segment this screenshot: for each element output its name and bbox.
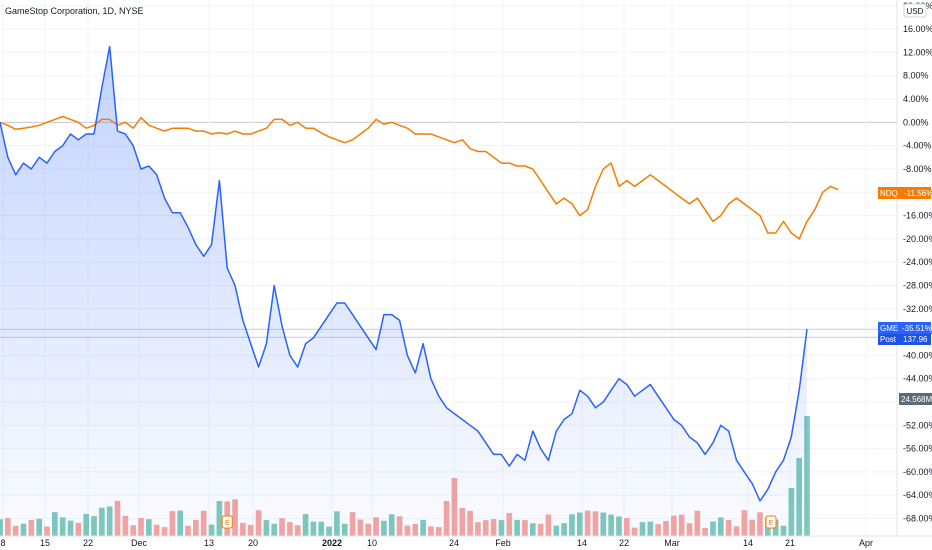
gme-area [0,46,807,536]
earnings-marker-box [765,515,777,529]
earnings-marker-box [221,515,233,529]
post-name-label: Post [880,335,897,344]
x-tick-label: 22 [83,538,93,548]
y-tick-label: -4.00% [903,141,932,151]
y-tick-label: 4.00% [903,94,929,104]
volume-label-bg [899,393,932,405]
y-tick-label: -40.00% [903,350,932,360]
y-tick-label: 8.00% [903,71,929,81]
earnings-marker-label: E [769,520,774,527]
x-tick-label: Mar [664,538,680,548]
y-tick-label: -8.00% [903,164,932,174]
earnings-marker[interactable]: E [765,515,777,529]
earnings-marker-label: E [225,520,230,527]
y-tick-label: 16.00% [903,24,932,34]
y-tick-layer[interactable]: 20.00%16.00%12.00%8.00%4.00%0.00%-4.00%-… [903,1,932,524]
series-line-layer [0,45,839,502]
ndq-value-label: -11.56% [904,189,932,198]
y-tick-label: -64.00% [903,490,932,500]
volume-value-label: 24.568M [901,395,932,404]
x-tick-label: 21 [785,538,795,548]
y-tick-label: -44.00% [903,374,932,384]
y-tick-label: -68.00% [903,514,932,524]
y-tick-label: 12.00% [903,47,932,57]
currency-label: USD [907,7,924,16]
x-tick-label: 13 [204,538,214,548]
x-tick-label: 2022 [322,538,342,548]
y-tick-label: -32.00% [903,304,932,314]
ndq-series-line [0,115,839,240]
y-tick-label: -28.00% [903,280,932,290]
x-tick-label: Dec [131,538,148,548]
ndq-name-label: NDQ [880,189,898,198]
earnings-marker[interactable]: E [221,515,233,529]
y-tick-label: 0.00% [903,117,929,127]
x-tick-label: 15 [40,538,50,548]
x-tick-label: Apr [859,538,873,548]
y-tick-label: -24.00% [903,257,932,267]
chart-title: GameStop Corporation, 1D, NYSE [5,6,144,16]
y-tick-label: -52.00% [903,420,932,430]
post-price-label-bg [878,334,931,345]
x-tick-label: 14 [577,538,587,548]
x-tick-label: 24 [449,538,459,548]
y-tick-label: -60.00% [903,467,932,477]
x-tick-label: 20 [248,538,258,548]
x-tick-label: 14 [743,538,753,548]
y-tick-label: -16.00% [903,211,932,221]
post-value-label: 137.96 [903,335,928,344]
x-tick-label: 10 [367,538,377,548]
x-tick-label: Feb [495,538,511,548]
x-tick-label: 8 [0,538,5,548]
y-tick-label: -56.00% [903,444,932,454]
gme-price-label-bg [878,322,931,334]
ndq-price-label-bg [878,187,931,199]
gme-value-label: -35.51% [902,324,932,333]
gme-area-layer [0,46,807,536]
y-tick-label: -20.00% [903,234,932,244]
gme-series-line [0,45,808,502]
currency-badge[interactable] [903,3,927,18]
gme-name-label: GME [880,324,898,333]
x-tick-label: 22 [619,538,629,548]
x-tick-layer[interactable]: 8 15 22 Dec 13 20 2022 10 24 Feb 14 22 Mar 14 21 Apr [0,538,873,548]
